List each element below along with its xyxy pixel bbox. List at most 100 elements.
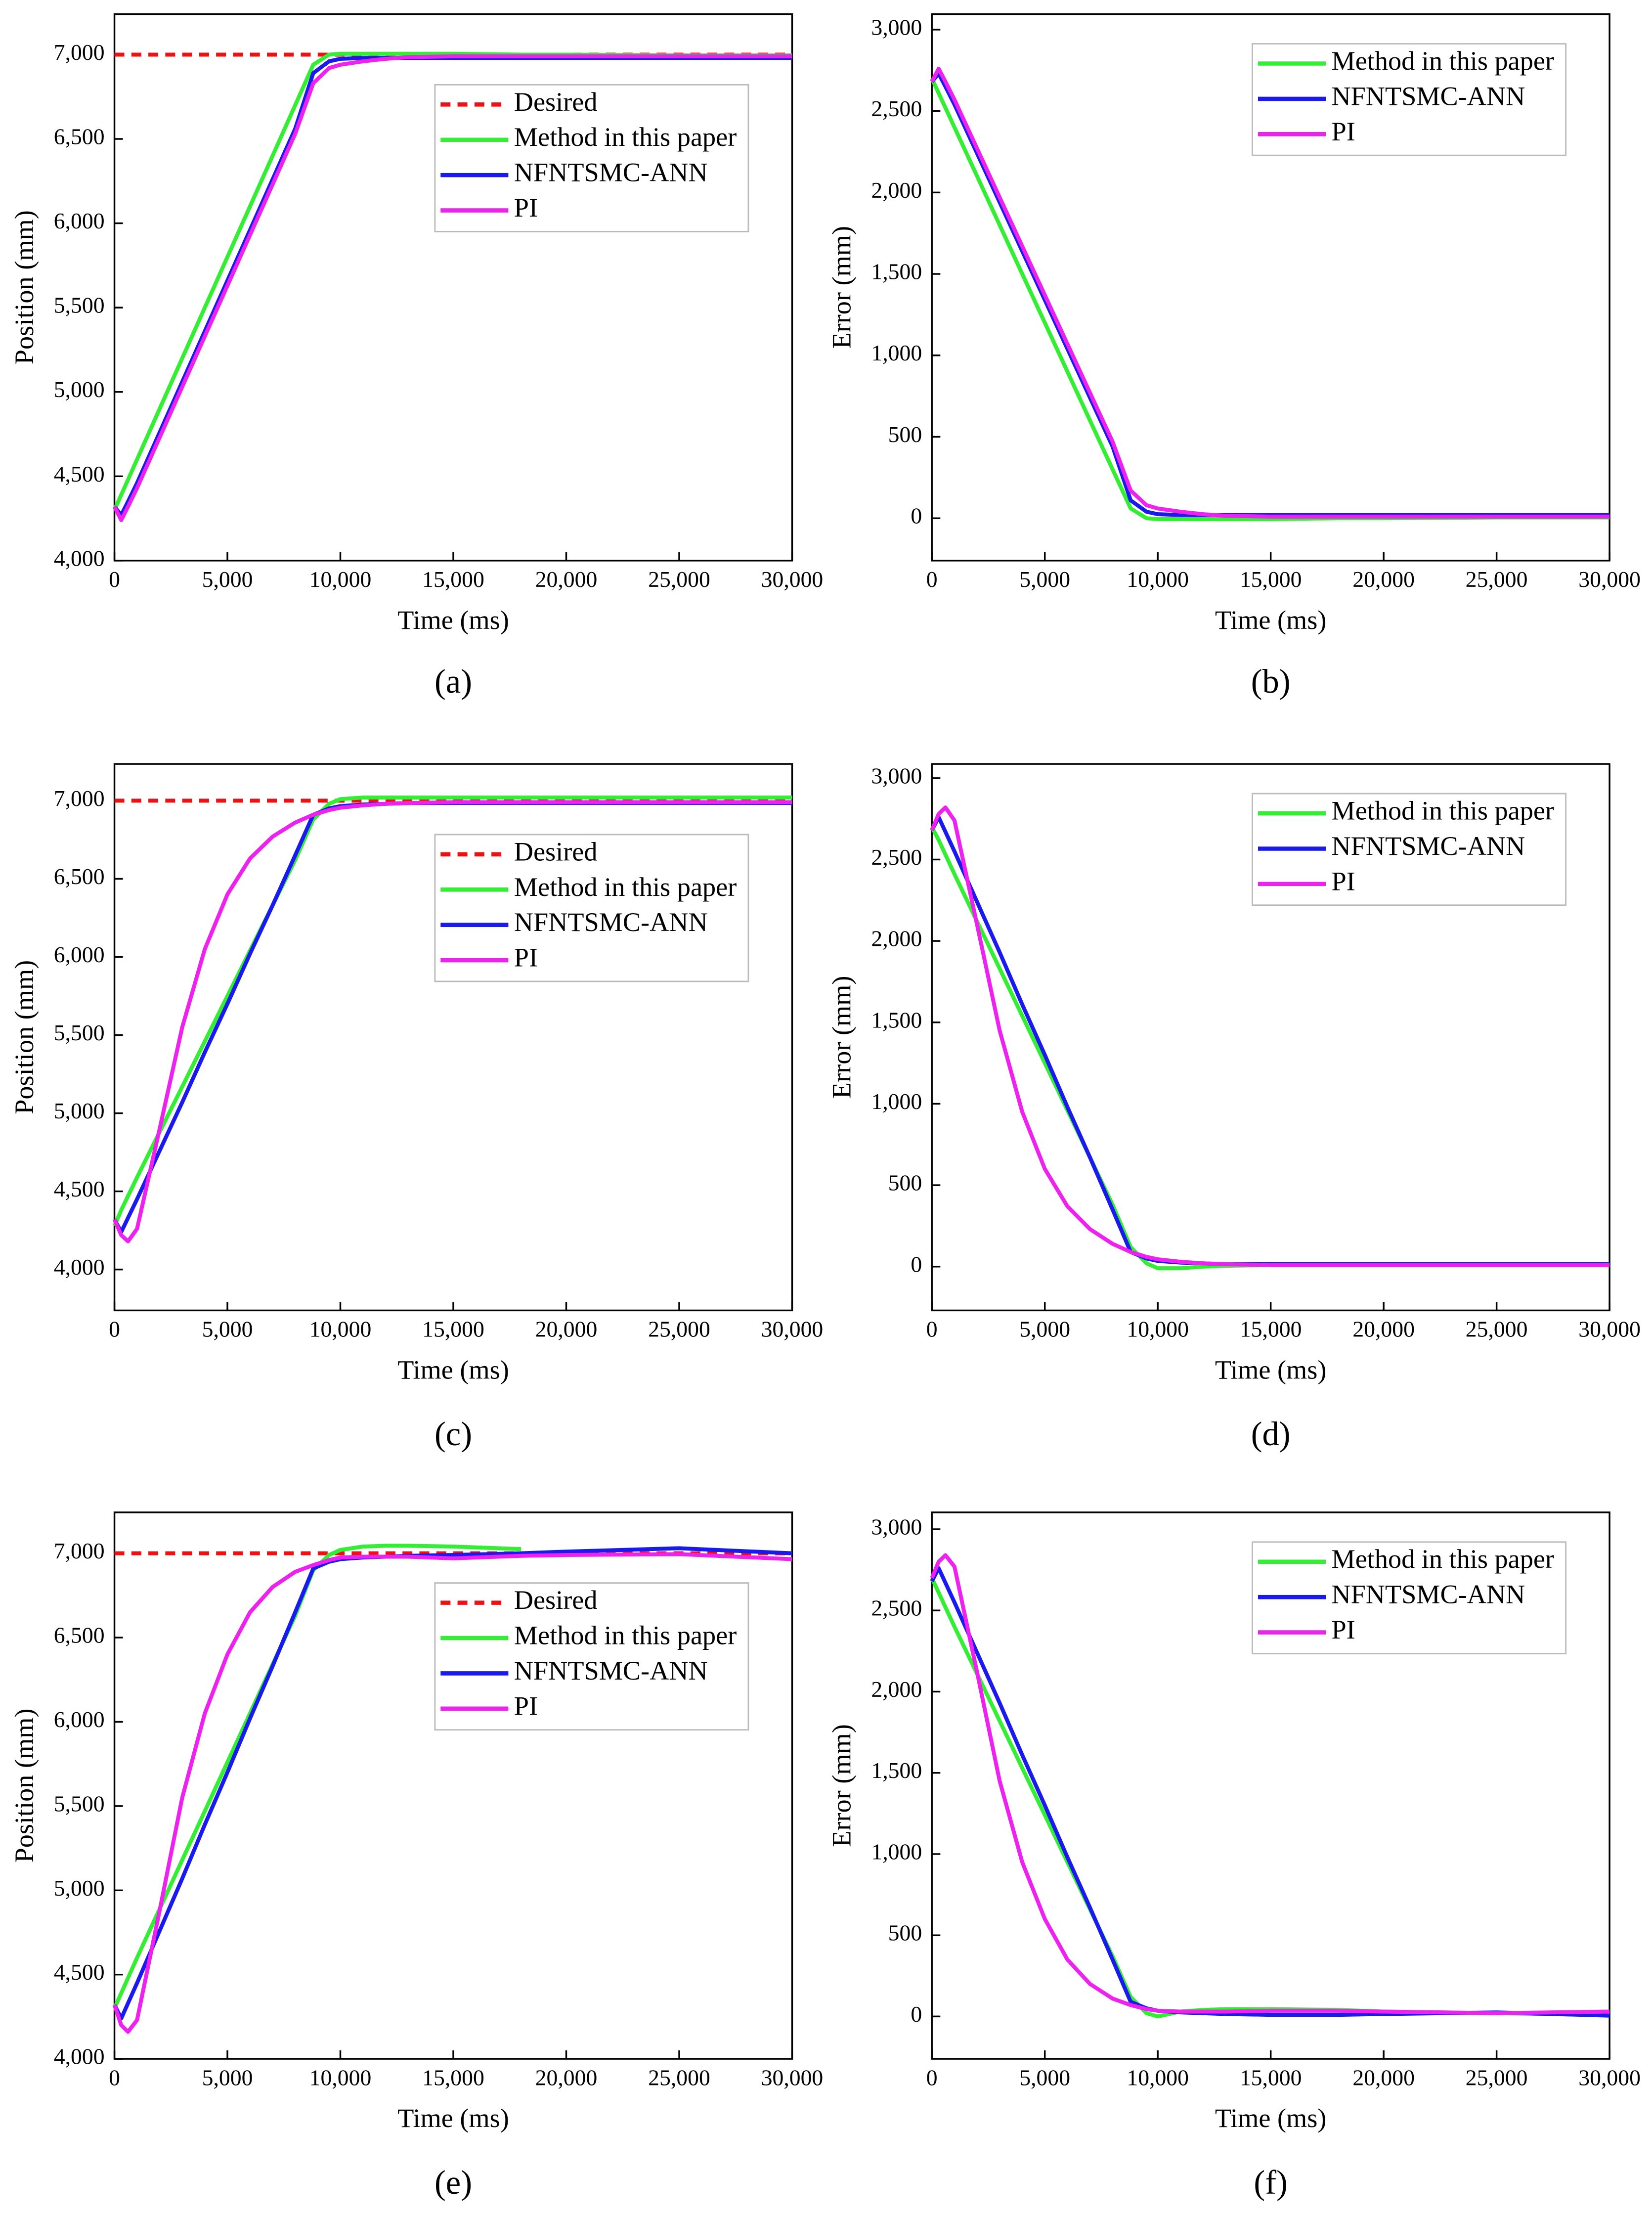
series-line (930, 805, 1610, 1267)
y-tick-label: 2,500 (871, 1596, 922, 1621)
y-tick-label: 4,500 (54, 461, 105, 487)
y-tick-label: 5,500 (54, 1020, 105, 1045)
x-tick-label: 5,000 (202, 1317, 253, 1342)
y-tick-label: 1,500 (871, 1007, 922, 1032)
y-tick-label: 4,500 (54, 1176, 105, 1201)
caption: (c) (435, 1415, 472, 1453)
y-axis-label: Position (mm) (9, 1708, 39, 1862)
x-tick-label: 30,000 (761, 567, 824, 592)
y-tick-label: 500 (888, 422, 922, 447)
series-line (112, 51, 792, 511)
y-tick-label: 6,000 (54, 1707, 105, 1732)
x-tick-label: 20,000 (535, 567, 598, 592)
x-tick-label: 0 (109, 1317, 120, 1342)
x-tick-label: 10,000 (1127, 2065, 1189, 2090)
y-tick-label: 0 (911, 2001, 922, 2027)
y-tick-label: 7,000 (54, 40, 105, 65)
x-tick-label: 5,000 (202, 567, 253, 592)
x-tick-label: 30,000 (1578, 2065, 1641, 2090)
caption: (b) (1251, 663, 1291, 700)
legend-label: Desired (514, 87, 598, 117)
legend-label: PI (1331, 1615, 1355, 1644)
y-tick-label: 0 (911, 1251, 922, 1277)
legend-label: Desired (514, 837, 598, 866)
x-axis-label: Time (ms) (1215, 2103, 1327, 2133)
y-tick-label: 4,500 (54, 1959, 105, 1985)
y-tick-label: 2,000 (871, 1677, 922, 1702)
x-tick-label: 15,000 (1240, 1317, 1302, 1342)
legend-box (434, 834, 749, 982)
x-tick-label: 30,000 (761, 2065, 824, 2090)
legend-label: NFNTSMC-ANN (1331, 1580, 1525, 1609)
x-tick-label: 5,000 (202, 2065, 253, 2090)
y-axis-label: Position (mm) (9, 210, 39, 364)
legend-label: Method in this paper (1331, 1544, 1554, 1574)
legend-label: Method in this paper (514, 122, 737, 152)
x-tick-label: 20,000 (1352, 1317, 1415, 1342)
caption: (f) (1254, 2164, 1287, 2201)
y-tick-label: 6,500 (54, 1623, 105, 1648)
x-tick-label: 15,000 (1240, 2065, 1302, 2090)
x-tick-label: 30,000 (1578, 1317, 1641, 1342)
series-line (930, 78, 1610, 521)
y-tick-label: 5,000 (54, 1875, 105, 1901)
x-tick-label: 10,000 (1127, 1317, 1189, 1342)
y-tick-label: 7,000 (54, 1538, 105, 1563)
y-tick-label: 4,000 (54, 545, 105, 571)
y-tick-label: 2,500 (871, 96, 922, 121)
legend-label: PI (514, 1691, 538, 1721)
x-tick-label: 5,000 (1019, 2065, 1070, 2090)
legend-label: Method in this paper (1331, 796, 1554, 826)
legend-label: PI (514, 943, 538, 973)
y-tick-label: 3,000 (871, 14, 922, 40)
legend-label: NFNTSMC-ANN (1331, 81, 1525, 111)
y-tick-label: 2,000 (871, 926, 922, 951)
x-tick-label: 10,000 (1127, 567, 1189, 592)
legend-box (434, 1582, 749, 1731)
legend-box (434, 84, 749, 232)
x-tick-label: 25,000 (648, 1317, 710, 1342)
legend-label: NFNTSMC-ANN (1331, 831, 1525, 861)
legend-label: Method in this paper (514, 872, 737, 902)
x-tick-label: 5,000 (1019, 1317, 1070, 1342)
y-tick-label: 5,500 (54, 1791, 105, 1816)
x-tick-label: 20,000 (1352, 567, 1415, 592)
y-tick-label: 6,500 (54, 864, 105, 889)
series-line (112, 54, 792, 522)
caption: (a) (435, 663, 472, 700)
y-tick-label: 1,500 (871, 259, 922, 284)
x-tick-label: 5,000 (1019, 567, 1070, 592)
y-tick-label: 2,500 (871, 844, 922, 870)
x-tick-label: 20,000 (1352, 2065, 1415, 2090)
y-axis-label: Error (mm) (827, 1724, 857, 1847)
y-axis-label: Error (mm) (827, 975, 857, 1099)
x-tick-label: 25,000 (648, 2065, 710, 2090)
caption: (d) (1251, 1415, 1291, 1453)
x-tick-label: 25,000 (1466, 2065, 1528, 2090)
x-tick-label: 30,000 (1578, 567, 1641, 592)
x-tick-label: 20,000 (535, 1317, 598, 1342)
x-tick-label: 20,000 (535, 2065, 598, 2090)
y-tick-label: 6,500 (54, 124, 105, 149)
x-axis-label: Time (ms) (1215, 605, 1327, 635)
legend-label: NFNTSMC-ANN (514, 907, 708, 937)
legend-label: Method in this paper (514, 1620, 737, 1650)
x-tick-label: 30,000 (761, 1317, 824, 1342)
x-axis-label: Time (ms) (397, 2103, 509, 2133)
x-axis-label: Time (ms) (397, 605, 509, 635)
series-line (930, 66, 1610, 519)
y-tick-label: 5,000 (54, 377, 105, 402)
y-tick-label: 1,000 (871, 1089, 922, 1114)
x-tick-label: 10,000 (309, 567, 372, 592)
y-tick-label: 3,000 (871, 763, 922, 788)
y-tick-label: 1,000 (871, 340, 922, 365)
y-tick-label: 3,000 (871, 1514, 922, 1539)
x-tick-label: 25,000 (648, 567, 710, 592)
x-tick-label: 10,000 (309, 1317, 372, 1342)
x-tick-label: 15,000 (422, 567, 484, 592)
x-tick-label: 0 (109, 567, 120, 592)
y-tick-label: 1,000 (871, 1839, 922, 1864)
y-axis-label: Error (mm) (827, 226, 857, 349)
y-tick-label: 5,000 (54, 1098, 105, 1123)
